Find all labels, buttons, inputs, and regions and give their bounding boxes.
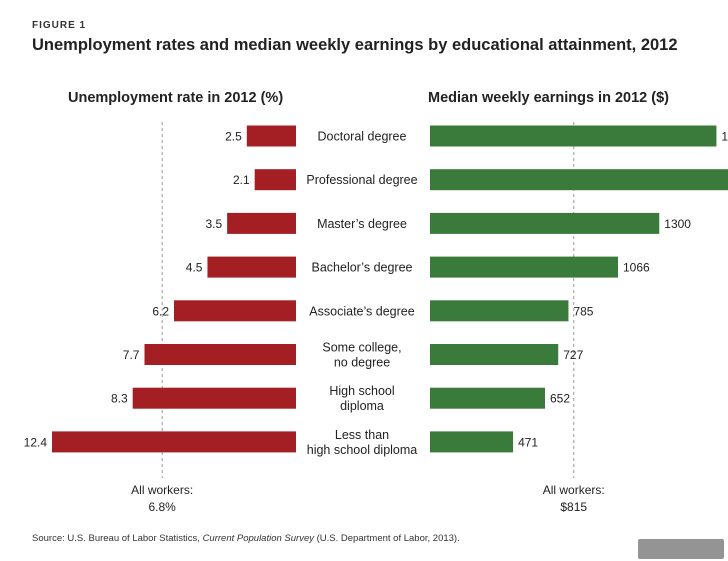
category-label: Some college, [322,341,401,355]
all-workers-unemployment-label: All workers: [131,483,193,497]
category-label: Associate’s degree [309,304,414,318]
figure-label: FIGURE 1 [32,20,87,31]
unemployment-value-label: 8.3 [111,392,128,406]
unemployment-bar [254,169,296,191]
earnings-bar [430,169,728,191]
chart-title: Unemployment rates and median weekly ear… [32,36,678,54]
unemployment-panel-title: Unemployment rate in 2012 (%) [68,90,284,106]
earnings-panel-title: Median weekly earnings in 2012 ($) [428,90,669,106]
earnings-bar [430,344,559,365]
earnings-bar [430,431,514,453]
all-workers-earnings-label: All workers: [543,483,605,497]
earnings-bar [430,387,545,409]
category-label: Less than [335,428,389,442]
earnings-value-label: 1066 [623,261,650,275]
category-label: High school [329,384,394,398]
category-label: Master’s degree [317,217,407,231]
earnings-bar [430,256,619,278]
unemployment-value-label: 2.1 [233,173,250,187]
unemployment-bar [144,344,296,365]
unemployment-value-label: 4.5 [186,261,203,275]
earnings-value-label: 1300 [664,217,691,231]
unemployment-value-label: 3.5 [205,217,222,231]
unemployment-bar [246,125,296,147]
source-suffix: (U.S. Department of Labor, 2013). [313,533,460,544]
source-note: Source: U.S. Bureau of Labor Statistics,… [32,533,460,544]
category-label: Doctoral degree [318,130,407,144]
earnings-bar [430,125,717,147]
watermark-logo [638,539,724,559]
unemployment-bar [132,387,296,409]
source-italic: Current Population Survey [202,533,314,544]
unemployment-bar [52,431,296,453]
unemployment-value-label: 2.5 [225,130,242,144]
all-workers-unemployment-value: 6.8% [149,500,177,514]
unemployment-value-label: 7.7 [123,348,140,362]
category-label: diploma [340,399,384,413]
source-prefix: Source: U.S. Bureau of Labor Statistics, [32,533,203,544]
unemployment-bar [207,256,296,278]
earnings-value-label: 471 [518,435,538,449]
all-workers-earnings-value: $815 [560,500,587,514]
earnings-value-label: 652 [550,392,570,406]
unemployment-bar [227,212,296,234]
earnings-value-label: 785 [573,304,593,318]
earnings-value-label: 727 [563,348,583,362]
earnings-bar [430,300,569,322]
unemployment-bar [174,300,296,322]
chart-area: 2.51624Doctoral degree2.11735Professiona… [24,122,728,514]
unemployment-value-label: 12.4 [24,435,48,449]
unemployment-value-label: 6.2 [152,304,169,318]
category-label: high school diploma [307,443,418,457]
earnings-value-label: 1624 [721,130,728,144]
category-label: no degree [334,356,390,370]
earnings-bar [430,212,660,234]
category-label: Bachelor’s degree [312,261,413,275]
category-label: Professional degree [306,173,417,187]
